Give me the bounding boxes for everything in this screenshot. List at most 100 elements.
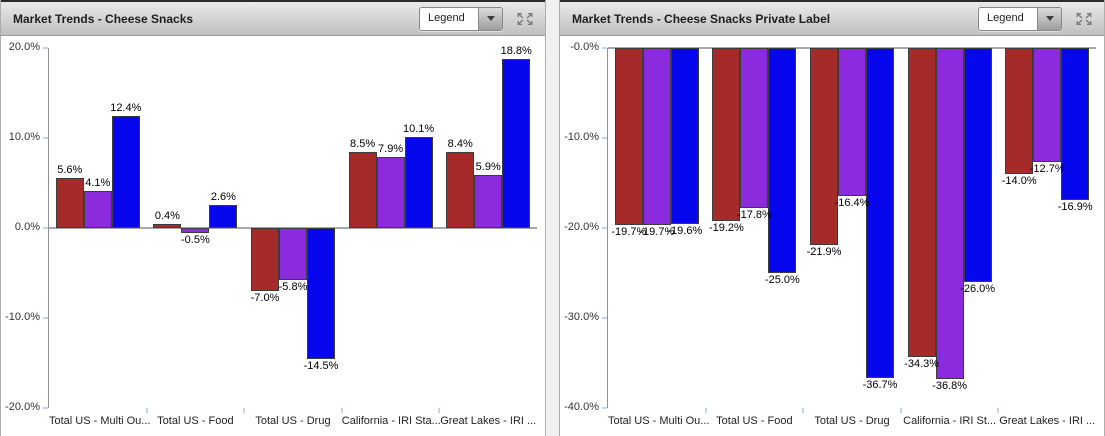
- bar[interactable]: [712, 48, 741, 221]
- x-tick-mark: [243, 408, 246, 413]
- bar[interactable]: [55, 177, 84, 228]
- expand-arrows-icon[interactable]: [517, 12, 533, 26]
- bar[interactable]: [670, 48, 699, 225]
- bar[interactable]: [502, 58, 531, 228]
- bar-value-label: 5.9%: [475, 160, 501, 173]
- bar[interactable]: [446, 152, 475, 228]
- bar-value-label: -19.7%: [611, 226, 647, 239]
- bar-value-label: 0.4%: [154, 210, 180, 223]
- x-category-label: Total US - Drug: [814, 415, 890, 427]
- bar[interactable]: [348, 151, 377, 228]
- chart-panel-cheese-snacks-private-label: Market Trends - Cheese Snacks Private La…: [559, 0, 1105, 436]
- y-tick-mark: [602, 227, 607, 229]
- y-tick-mark: [43, 47, 48, 49]
- x-tick-mark: [997, 408, 1000, 413]
- y-tick-mark: [43, 137, 48, 139]
- y-tick-label: -10.0%: [564, 131, 599, 143]
- bar[interactable]: [614, 48, 643, 226]
- bar-value-label: -16.4%: [834, 196, 870, 209]
- panel-title: Market Trends - Cheese Snacks: [13, 11, 194, 26]
- bar[interactable]: [935, 48, 964, 380]
- y-tick-mark: [602, 407, 607, 409]
- legend-dropdown-arrow-button[interactable]: [1037, 7, 1061, 30]
- y-tick-label: -30.0%: [564, 311, 599, 323]
- x-category-label: Total US - Food: [157, 415, 234, 427]
- bar[interactable]: [1033, 48, 1062, 163]
- x-category-label: Total US - Drug: [255, 415, 331, 427]
- legend-dropdown[interactable]: Legend: [978, 6, 1062, 31]
- bar[interactable]: [181, 228, 210, 233]
- y-tick-mark: [43, 407, 48, 409]
- bar[interactable]: [474, 174, 503, 228]
- bar[interactable]: [153, 224, 182, 228]
- bar[interactable]: [866, 48, 894, 379]
- legend-dropdown[interactable]: Legend: [419, 6, 503, 31]
- bar-value-label: 8.4%: [447, 138, 473, 151]
- bar-value-label: -14.0%: [1001, 175, 1037, 187]
- bar[interactable]: [1005, 48, 1034, 174]
- bar-value-label: -5.8%: [278, 281, 308, 294]
- bar-value-label: -7.0%: [250, 292, 280, 304]
- chart-panel-cheese-snacks: Market Trends - Cheese Snacks Legend 20.…: [0, 0, 546, 436]
- bar-value-label: 5.6%: [57, 163, 83, 176]
- x-tick-mark: [145, 408, 148, 413]
- bar[interactable]: [740, 48, 769, 209]
- bar-value-label: -19.6%: [667, 225, 703, 238]
- bar-value-label: 7.9%: [378, 142, 404, 155]
- legend-dropdown-value: Legend: [987, 11, 1024, 24]
- bar[interactable]: [907, 48, 936, 357]
- bar-value-label: 10.1%: [402, 123, 435, 136]
- y-tick-mark: [602, 317, 607, 319]
- legend-dropdown-value: Legend: [428, 11, 465, 24]
- y-tick-label: -0.0%: [570, 41, 599, 53]
- bar[interactable]: [376, 156, 405, 228]
- y-axis-line: [607, 48, 608, 408]
- y-tick-label: -20.0%: [5, 401, 40, 413]
- bar[interactable]: [404, 137, 433, 228]
- bar-value-label: 4.1%: [85, 177, 111, 190]
- bar-value-label: -19.2%: [708, 221, 744, 234]
- bar-value-label: -17.8%: [736, 209, 772, 222]
- bar[interactable]: [1061, 48, 1090, 201]
- x-tick-mark: [438, 408, 441, 413]
- bar[interactable]: [209, 204, 238, 228]
- y-tick-mark: [602, 47, 607, 49]
- x-tick-mark: [802, 408, 805, 413]
- expand-arrows-icon[interactable]: [1076, 12, 1092, 26]
- x-category-label: California - IRI St...: [903, 415, 997, 427]
- bar-value-label: 12.4%: [110, 102, 142, 115]
- legend-dropdown-arrow-button[interactable]: [478, 7, 502, 30]
- y-tick-label: 20.0%: [8, 41, 40, 53]
- x-category-label: Great Lakes - IRI ...: [440, 415, 537, 427]
- bar[interactable]: [642, 48, 671, 226]
- bar-value-label: 2.6%: [210, 190, 236, 203]
- panel-header: Market Trends - Cheese Snacks Legend: [1, 0, 545, 36]
- panel-header: Market Trends - Cheese Snacks Private La…: [560, 0, 1104, 36]
- x-tick-mark: [899, 408, 902, 413]
- y-tick-label: -20.0%: [564, 221, 599, 233]
- bar[interactable]: [111, 116, 140, 228]
- bar-value-label: -34.3%: [904, 357, 940, 370]
- x-tick-mark: [704, 408, 707, 413]
- bar[interactable]: [251, 228, 279, 291]
- bar-value-label: -36.7%: [862, 379, 898, 392]
- bar[interactable]: [83, 191, 112, 228]
- bar-value-label: -36.8%: [932, 380, 968, 393]
- bar[interactable]: [838, 48, 866, 196]
- bar[interactable]: [279, 228, 307, 281]
- y-tick-label: 10.0%: [8, 131, 40, 143]
- bar-value-label: -25.0%: [764, 274, 800, 286]
- bar[interactable]: [963, 48, 992, 282]
- x-category-label: Great Lakes - IRI ...: [999, 415, 1096, 427]
- x-category-label: California - IRI Sta...: [341, 415, 441, 427]
- x-category-label: Total US - Multi Ou...: [608, 415, 710, 427]
- y-tick-mark: [43, 227, 48, 229]
- bar[interactable]: [307, 228, 335, 359]
- bar-value-label: 8.5%: [350, 137, 376, 150]
- bar[interactable]: [768, 48, 797, 273]
- bar[interactable]: [810, 48, 838, 246]
- bar-value-label: -26.0%: [960, 283, 996, 295]
- bar-value-label: -19.7%: [639, 226, 675, 239]
- bar-value-label: -16.9%: [1057, 201, 1093, 214]
- x-category-label: Total US - Multi Ou...: [49, 415, 151, 427]
